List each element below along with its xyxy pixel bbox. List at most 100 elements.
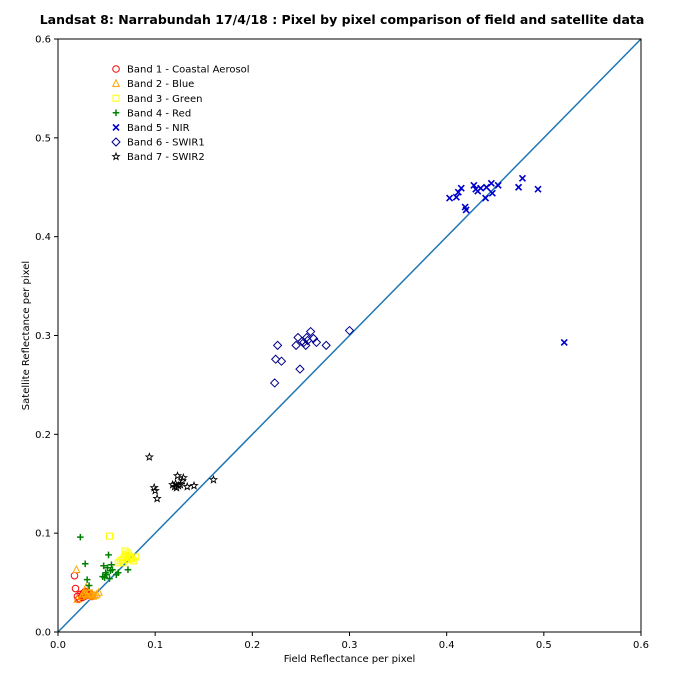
data-point [114, 569, 122, 576]
x-tick-label: 0.1 [147, 640, 163, 651]
data-point [178, 472, 189, 482]
x-tick-label: 0.4 [439, 640, 455, 651]
data-point [189, 480, 199, 490]
legend-marker [112, 94, 120, 102]
data-point [130, 557, 138, 565]
x-tick-label: 0.5 [536, 640, 552, 651]
data-point [152, 493, 162, 503]
data-point [321, 340, 331, 351]
data-point [276, 356, 287, 366]
legend-label: Band 3 - Green [127, 94, 202, 105]
series-band-6 [269, 325, 355, 388]
data-point [305, 326, 316, 337]
data-point [534, 185, 542, 193]
data-point [295, 364, 305, 374]
legend-item: Band 2 - Blue [111, 78, 194, 90]
legend-item: Band 4 - Red [112, 108, 191, 119]
data-point [518, 174, 527, 182]
legend-item: Band 7 - SWIR2 [111, 151, 205, 163]
data-point [172, 470, 183, 480]
data-point [477, 184, 485, 192]
one-to-one-line [57, 38, 642, 633]
data-point [77, 533, 84, 541]
data-point [269, 378, 280, 388]
data-point [311, 337, 322, 348]
data-point [132, 553, 140, 561]
legend-label: Band 4 - Red [127, 108, 191, 119]
legend-label: Band 2 - Blue [127, 79, 194, 90]
data-point [481, 194, 490, 202]
chart-title: Landsat 8: Narrabundah 17/4/18 : Pixel b… [40, 12, 645, 27]
data-point [487, 179, 495, 187]
data-point [293, 332, 303, 343]
data-point [128, 555, 136, 563]
legend-label: Band 1 - Coastal Aerosol [127, 65, 250, 76]
data-point [85, 582, 93, 589]
data-point [105, 551, 112, 559]
series-band-3 [105, 532, 140, 567]
data-point [494, 181, 502, 189]
data-point [124, 566, 132, 574]
y-axis-label: Satellite Reflectance per pixel [21, 261, 32, 410]
data-point [515, 183, 523, 191]
data-point [81, 560, 89, 568]
legend-item: Band 1 - Coastal Aerosol [112, 65, 250, 76]
axes: 0.0 0.1 0.2 0.3 0.4 0.5 0.6 0.0 0.1 0.2 0.3 0.4 0.5 0… [35, 35, 649, 652]
data-point [106, 575, 113, 582]
y-tick-label: 0.4 [35, 232, 51, 243]
data-point [150, 485, 160, 495]
legend-item: Band 3 - Green [112, 94, 202, 105]
data-point [182, 481, 192, 491]
y-tick-label: 0.5 [35, 133, 51, 144]
data-point [446, 194, 454, 202]
data-point [100, 562, 107, 570]
data-point [94, 587, 103, 596]
data-point [291, 340, 301, 351]
data-point [302, 332, 312, 343]
legend: Band 1 - Coastal Aerosol Band 2 - Blue Ban… [111, 65, 250, 163]
legend-marker [112, 65, 120, 73]
x-axis-label: Field Reflectance per pixel [284, 654, 416, 665]
legend-marker [111, 78, 121, 87]
data-point [80, 586, 89, 595]
legend-label: Band 5 - NIR [127, 123, 190, 134]
data-point [105, 532, 113, 540]
data-point [171, 482, 182, 492]
data-point [71, 584, 80, 593]
data-point [560, 338, 568, 346]
y-tick-label: 0.6 [35, 35, 51, 46]
series-band-5 [446, 174, 568, 346]
data-point [109, 566, 116, 574]
legend-label: Band 7 - SWIR2 [127, 152, 205, 163]
series-band-4 [77, 533, 132, 589]
x-tick-label: 0.3 [342, 640, 358, 651]
legend-marker [112, 123, 120, 131]
data-point [108, 561, 115, 569]
legend-marker [112, 109, 120, 117]
data-point [92, 589, 101, 598]
series-band-2 [72, 564, 103, 603]
data-point [101, 574, 108, 581]
data-point [470, 181, 478, 189]
legend-item: Band 5 - NIR [112, 123, 190, 134]
series-band-7 [144, 452, 219, 503]
y-tick-label: 0.0 [35, 628, 51, 639]
data-point [270, 354, 281, 364]
x-tick-label: 0.0 [50, 640, 66, 651]
plot-area [57, 38, 642, 633]
data-point [457, 184, 465, 192]
data-point [452, 193, 460, 201]
data-point [488, 189, 496, 197]
data-point [119, 559, 127, 567]
x-tick-label: 0.2 [244, 640, 260, 651]
data-point [208, 474, 219, 484]
data-point [72, 564, 81, 574]
y-tick-label: 0.1 [35, 529, 51, 540]
data-point [83, 576, 91, 583]
legend-marker [111, 151, 121, 161]
legend-marker [111, 137, 121, 147]
data-point [144, 452, 154, 462]
data-point [84, 585, 93, 594]
